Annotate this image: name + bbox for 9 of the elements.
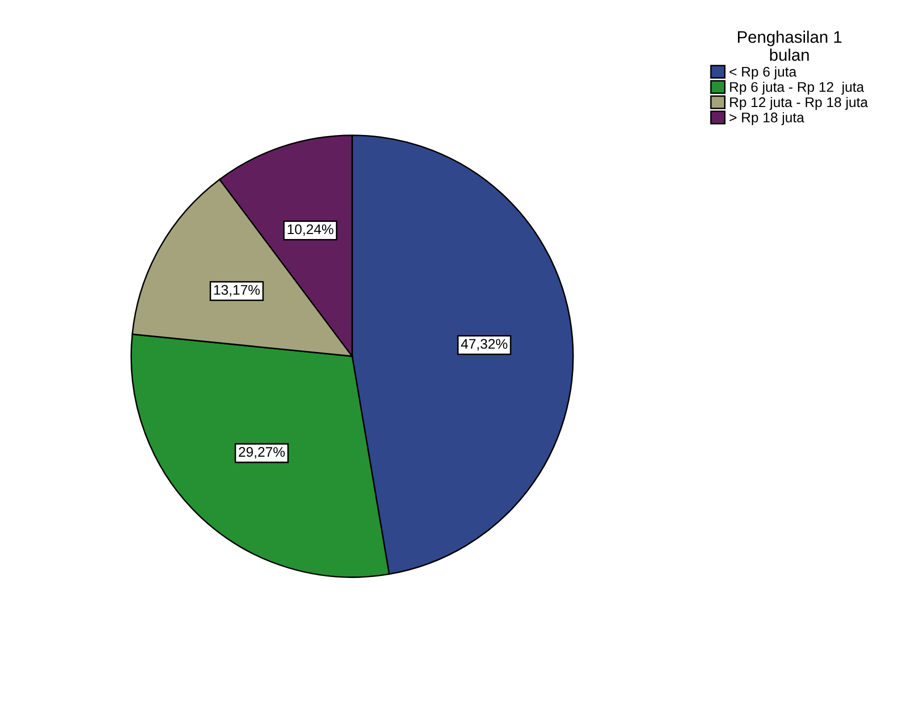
data-label: 47,32% xyxy=(461,338,508,350)
legend-label: Rp 12 juta - Rp 18 juta xyxy=(730,96,868,110)
data-label: 10,24% xyxy=(288,224,334,236)
legend-title: Penghasilan 1 bulan xyxy=(738,30,842,61)
legend-label: Rp 6 juta - Rp 12 juta xyxy=(730,82,864,95)
legend-label: < Rp 6 juta xyxy=(730,66,797,80)
data-label: 13,17% xyxy=(214,284,260,296)
data-label: 29,27% xyxy=(238,447,285,458)
legend-label: > Rp 18 juta xyxy=(730,112,804,126)
